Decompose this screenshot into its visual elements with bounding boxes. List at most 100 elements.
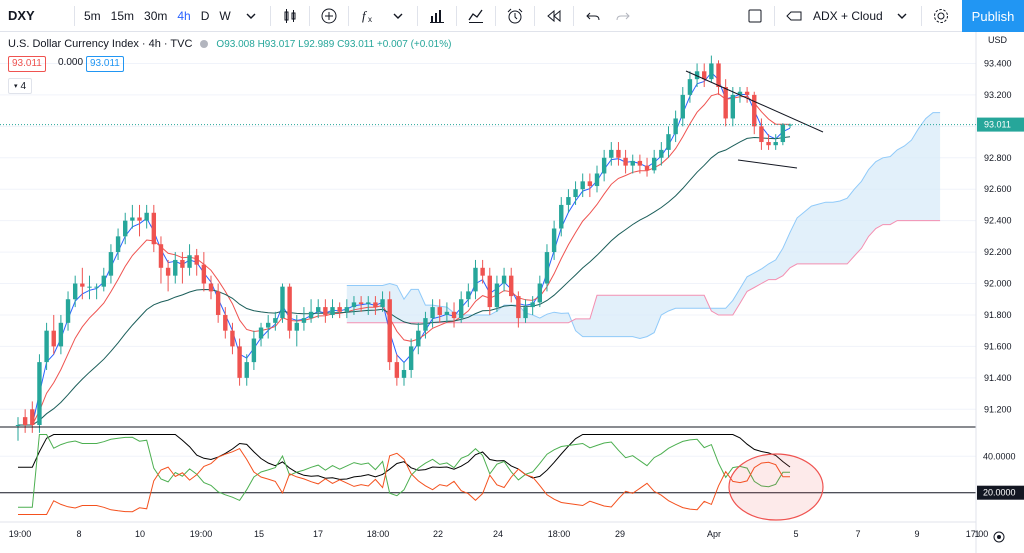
toolbar-divider xyxy=(347,5,349,26)
undo-icon[interactable] xyxy=(578,0,608,32)
interval-30m[interactable]: 30m xyxy=(144,8,168,23)
candle-body xyxy=(437,307,442,315)
candle-body xyxy=(566,197,571,205)
time-tick-label: 29 xyxy=(615,529,625,539)
layout-icon[interactable] xyxy=(779,0,809,32)
ohlc-values: O93.008 H93.017 L92.989 C93.011 +0.007 (… xyxy=(216,38,452,50)
price-axis[interactable]: USD 93.400 93.200 92.800 92.600 92.400 92.200 9… xyxy=(0,35,1024,414)
toolbar-divider xyxy=(74,5,75,26)
candle-body xyxy=(744,91,750,95)
price-chart[interactable]: USD 93.400 93.200 92.800 92.600 92.400 92.200 9… xyxy=(0,32,1024,553)
compare-icon[interactable] xyxy=(314,0,344,32)
candles xyxy=(15,55,793,441)
price-tick-label: 93.200 xyxy=(984,90,1012,100)
interval-5m[interactable]: 5m xyxy=(84,8,101,23)
visibility-dot-icon[interactable] xyxy=(200,40,209,48)
candle-body xyxy=(609,149,614,158)
candle-body xyxy=(108,252,114,276)
candle-body xyxy=(644,165,650,171)
time-tick-label: 9 xyxy=(914,529,919,539)
candle-body xyxy=(680,94,685,119)
redo-icon[interactable] xyxy=(608,0,638,32)
time-tick-label: 15 xyxy=(254,529,264,539)
candle-body xyxy=(230,330,235,347)
candle-body xyxy=(144,212,149,221)
interval-15m[interactable]: 15m xyxy=(110,8,135,23)
alert-icon[interactable] xyxy=(500,0,530,32)
time-axis[interactable]: 19:00 8 10 19:00 15 17 18:00 22 24 18:00 29 Apr 5 7 9 1… xyxy=(9,529,989,539)
upper-trendline[interactable] xyxy=(685,70,824,133)
price-tick-label: 92.000 xyxy=(984,279,1012,289)
candle-body xyxy=(30,409,35,425)
candle-body xyxy=(651,157,657,171)
candle-body xyxy=(223,314,228,331)
svg-text:f: f xyxy=(362,8,368,23)
candle-body xyxy=(44,330,49,363)
candle-body xyxy=(72,283,78,300)
candle-body xyxy=(523,307,528,319)
chevron-down-icon[interactable] xyxy=(887,0,917,32)
price-tick-label: 91.600 xyxy=(984,341,1012,351)
candle-body xyxy=(165,267,171,276)
highlight-ellipse[interactable] xyxy=(728,453,824,521)
indicator-template-name[interactable]: ADX + Cloud xyxy=(813,9,883,23)
collapse-legend-button[interactable]: ▾ 4 xyxy=(8,78,32,94)
candle-body xyxy=(466,291,471,300)
candle-body xyxy=(723,87,728,119)
candle-body xyxy=(659,149,664,158)
toolbar-divider xyxy=(920,6,922,26)
candle-body xyxy=(580,181,585,190)
interval-4h[interactable]: 4h xyxy=(177,8,191,23)
candle-body xyxy=(316,307,321,312)
adx-axis[interactable]: 40.0000 20.0000 xyxy=(977,451,1024,500)
candle-body xyxy=(401,369,407,378)
candle-body xyxy=(58,322,64,347)
candle-body xyxy=(287,286,292,331)
candle-body xyxy=(258,327,264,339)
fullscreen-square-icon[interactable] xyxy=(740,0,770,32)
candle-body xyxy=(180,259,185,268)
chevron-down-icon[interactable] xyxy=(383,0,413,32)
adx-line-adx xyxy=(18,434,791,480)
toolbar-divider xyxy=(416,5,418,26)
svg-text:x: x xyxy=(368,15,372,24)
settings-icon[interactable] xyxy=(993,531,1005,543)
time-tick-label: 8 xyxy=(76,529,81,539)
lower-trendline[interactable] xyxy=(737,159,798,169)
candle-body xyxy=(709,63,714,80)
candle-body xyxy=(430,307,435,319)
candle-body xyxy=(537,283,543,303)
indicator-value-box: 93.011 xyxy=(8,56,46,72)
time-tick-label: 7 xyxy=(855,529,860,539)
candle-body xyxy=(587,181,593,187)
candle-body xyxy=(65,299,71,323)
candle-body xyxy=(487,275,492,308)
candle-body xyxy=(344,307,350,312)
candle-body xyxy=(15,425,21,426)
interval-w[interactable]: W xyxy=(219,8,231,23)
interval-d[interactable]: D xyxy=(200,8,210,23)
indicator-value: 0.000 xyxy=(58,57,84,68)
adx-tick-label: 40.0000 xyxy=(983,451,1016,461)
candle-body xyxy=(544,252,550,284)
candle-body xyxy=(301,318,307,323)
publish-button[interactable]: Publish xyxy=(962,0,1024,32)
candles-icon[interactable] xyxy=(275,0,305,32)
candle-body xyxy=(702,71,707,80)
candle-body xyxy=(244,362,249,378)
candle-body xyxy=(509,275,514,297)
templates-icon[interactable] xyxy=(422,0,452,32)
chevron-down-icon[interactable] xyxy=(236,0,266,32)
gear-icon[interactable] xyxy=(926,0,956,32)
symbol-search[interactable]: DXY xyxy=(8,8,35,23)
chart-properties-icon[interactable] xyxy=(461,0,491,32)
candle-body xyxy=(380,299,385,308)
candle-body xyxy=(601,157,607,174)
toolbar-divider xyxy=(774,6,775,26)
candle-body xyxy=(759,126,764,143)
replay-icon[interactable] xyxy=(539,0,569,32)
candle-body xyxy=(630,160,635,166)
cloud-fill xyxy=(346,112,941,339)
candle-body xyxy=(194,255,199,265)
